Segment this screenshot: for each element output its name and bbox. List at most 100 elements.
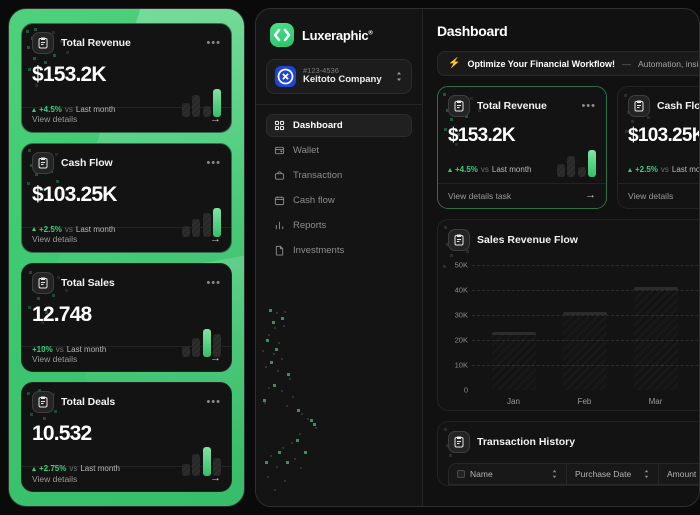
card-title: Total Revenue	[477, 100, 547, 112]
delta-period: Last month	[491, 165, 532, 174]
divider	[22, 466, 231, 467]
card-metrics-row: +2.5% vs Last month	[32, 207, 221, 237]
column-label: Purchase Date	[575, 469, 632, 479]
x-tick: Mar	[648, 397, 663, 406]
card-menu-button[interactable]: •••	[581, 100, 596, 112]
card-value: $153.2K	[448, 125, 516, 146]
clipboard-icon	[448, 95, 470, 117]
view-details-link[interactable]: View details →	[618, 184, 699, 208]
stat-card[interactable]: Total Deals ••• 10.532 +2.75% vs Last mo…	[21, 382, 232, 492]
promo-banner[interactable]: ⚡ Optimize Your Financial Workflow! — Au…	[437, 51, 699, 76]
divider	[438, 183, 606, 184]
table-column-purchase-date[interactable]: Purchase Date	[567, 464, 659, 484]
sidebar-item-reports[interactable]: Reports	[266, 214, 412, 237]
sidebar-item-investments[interactable]: Investments	[266, 239, 412, 262]
view-details-link[interactable]: View details →	[22, 467, 231, 491]
sort-icon[interactable]	[545, 469, 558, 479]
delta-value: +10%	[32, 344, 53, 354]
delta-badge: +2.75% vs Last month	[32, 464, 120, 476]
table-header-row: Name Purchase Date Amount	[448, 463, 699, 485]
table-column-name[interactable]: Name	[449, 464, 567, 484]
sidebar-item-dashboard[interactable]: Dashboard	[266, 114, 412, 137]
app-window: Luxeraphic® #123-4536 Keitoto Company	[255, 8, 700, 507]
calendar-icon	[274, 196, 285, 206]
view-details-link[interactable]: View details →	[22, 347, 231, 371]
x-tick: Jan	[507, 397, 520, 406]
chart-bars	[478, 265, 699, 390]
delta-period: Last mon	[671, 165, 699, 174]
card-value: $103.25K	[628, 125, 699, 146]
clipboard-icon	[32, 271, 54, 294]
card-metrics-row: +2.5% vs Last mon	[628, 147, 699, 177]
divider	[22, 346, 231, 348]
chart-bar	[633, 287, 678, 390]
sidebar-item-label: Reports	[293, 220, 327, 231]
org-switcher[interactable]: #123-4536 Keitoto Company	[266, 59, 412, 94]
trend-up-icon	[448, 167, 452, 172]
card-title: Total Deals	[61, 396, 116, 409]
stat-card[interactable]: Total Revenue ••• $153.2K +4.5% vs Last …	[21, 23, 232, 133]
card-menu-button[interactable]: •••	[206, 396, 221, 409]
card-menu-button[interactable]: •••	[206, 276, 221, 289]
sidebar-item-cash-flow[interactable]: Cash flow	[266, 189, 412, 212]
column-label: Amount	[667, 469, 697, 479]
chart-gridlines: 50K 40K 30K 20K 10K 0	[444, 261, 699, 406]
chevron-updown-icon[interactable]	[395, 71, 403, 82]
delta-vs: vs	[64, 105, 73, 114]
delta-value: +2.75%	[39, 464, 67, 474]
sort-icon[interactable]	[637, 469, 650, 479]
divider	[618, 183, 699, 184]
card-menu-button[interactable]: •••	[206, 156, 221, 169]
stat-card[interactable]: Total Sales ••• 12.748 +10% vs Last mont…	[21, 262, 232, 373]
mini-bar-chart	[556, 147, 596, 177]
chart-x-labels: Jan Feb Mar Apr	[478, 397, 699, 406]
view-details-link[interactable]: View details task →	[438, 184, 606, 208]
select-all-checkbox[interactable]	[457, 470, 465, 478]
sidebar-item-transaction[interactable]: Transaction	[266, 164, 412, 187]
arrow-right-icon: →	[210, 472, 221, 484]
card-menu-button[interactable]: •••	[206, 37, 221, 49]
brand: Luxeraphic®	[256, 9, 422, 59]
card-value: 10.532	[32, 422, 92, 446]
table-column-amount[interactable]: Amount	[659, 464, 699, 484]
bar-chart-icon	[275, 221, 284, 230]
column-label: Name	[470, 469, 493, 479]
sidebar-item-label: Cash flow	[293, 195, 335, 206]
delta-period: Last month	[75, 105, 116, 114]
delta-vs: vs	[480, 165, 489, 174]
sales-revenue-panel: Sales Revenue Flow 50K 40K 30K 20K 10K	[437, 219, 699, 411]
delta-badge: +4.5% vs Last month	[32, 105, 115, 117]
arrow-right-icon: →	[210, 352, 221, 365]
view-details-link[interactable]: View details →	[22, 228, 231, 252]
trend-up-icon	[32, 466, 36, 471]
mini-bar-chart	[181, 207, 221, 237]
view-details-link[interactable]: View details →	[22, 108, 231, 132]
panel-header: Transaction History	[438, 422, 699, 457]
pixel-decoration	[262, 309, 317, 491]
sidebar-nav: Dashboard Wallet Transaction Cash flow R…	[256, 114, 422, 262]
card-header: Total Sales •••	[32, 271, 221, 294]
card-header: Total Deals •••	[32, 391, 221, 414]
card-value: $103.25K	[32, 182, 117, 206]
stat-card[interactable]: Cash Flow ••• $103.25K +2.5% vs Last mon…	[21, 142, 232, 253]
y-tick: 20K	[454, 335, 468, 345]
kpi-card[interactable]: Cash Flow ••• $103.25K +2.5% vs Last mon	[617, 86, 699, 209]
arrow-right-icon: →	[210, 112, 221, 125]
main-content: Dashboard ⚡ Optimize Your Financial Work…	[423, 9, 699, 506]
page-title: Dashboard	[437, 23, 508, 39]
org-name: Keitoto Company	[303, 74, 382, 86]
delta-vs: vs	[64, 224, 73, 234]
sidebar-item-wallet[interactable]: Wallet	[266, 139, 412, 162]
view-details-label: View details	[32, 114, 78, 125]
kpi-card[interactable]: Total Revenue ••• $153.2K +4.5% vs Last …	[437, 86, 607, 209]
card-header: Cash Flow •••	[628, 95, 699, 117]
card-value: 12.748	[32, 302, 92, 326]
brand-text: Luxeraphic	[302, 27, 369, 43]
arrow-right-icon: →	[210, 232, 221, 245]
card-header: Cash Flow •••	[32, 151, 221, 174]
panel-title: Sales Revenue Flow	[477, 234, 578, 246]
panel-title: Transaction History	[477, 436, 576, 448]
card-body: Total Revenue ••• $153.2K +4.5% vs Last …	[22, 24, 231, 117]
delta-period: Last month	[80, 464, 120, 474]
